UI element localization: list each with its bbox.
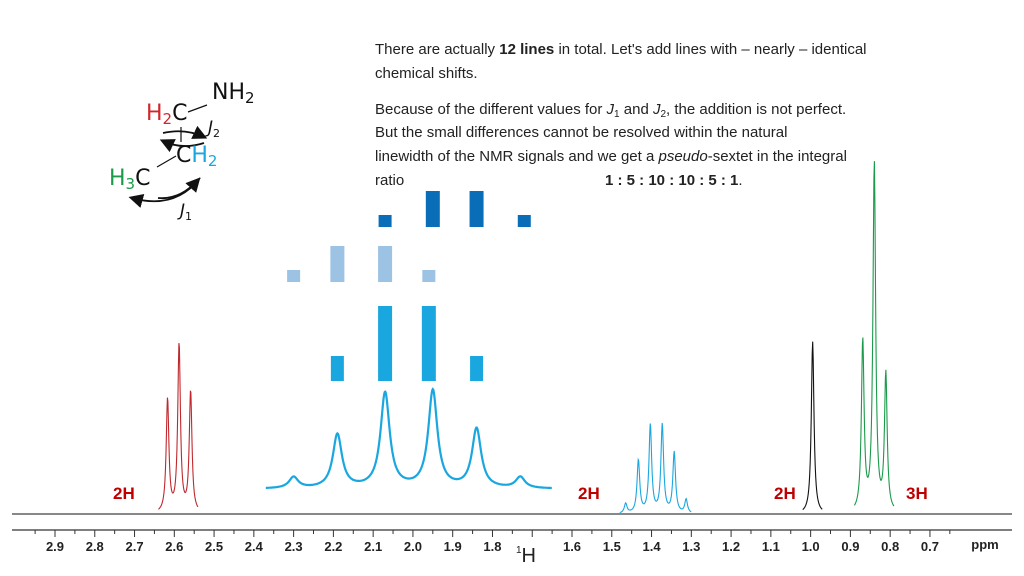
ch2-c: C <box>176 143 192 168</box>
h2c-c: C <box>172 101 188 126</box>
integral-label-ch2-mid: 2H <box>578 484 600 503</box>
explain-line1: Because of the different values for J1 a… <box>375 98 846 127</box>
x-tick-label: 0.7 <box>921 539 939 554</box>
nh2-label: NH <box>212 80 245 105</box>
integral-label-ch2n: 2H <box>113 484 135 503</box>
ratio-value: 1 : 5 : 10 : 10 : 5 : 1 <box>605 172 739 189</box>
nh2-singlet-trace <box>802 341 823 511</box>
bond-nh2 <box>187 104 208 113</box>
x-tick-label: 1.2 <box>722 539 740 554</box>
stick-middle-4 <box>422 270 436 282</box>
x-tick-label: 1.9 <box>444 539 462 554</box>
x-tick-label: 1.1 <box>762 539 780 554</box>
nh2-group: NH2 <box>212 80 255 107</box>
h3c-c: C <box>135 166 151 191</box>
explain-line2: But the small differences cannot be reso… <box>375 124 788 141</box>
expanded-sextet-trace <box>265 387 552 490</box>
x-tick-label: 2.3 <box>285 539 303 554</box>
explain-j1-sub: 1 <box>614 109 620 120</box>
j2-arrow-left <box>159 139 205 153</box>
nh2-sub: 2 <box>245 89 255 107</box>
ch2-group: CH2 <box>176 143 217 170</box>
integral-label-nh2: 2H <box>774 484 796 503</box>
stick-top-4 <box>517 215 531 227</box>
explain-j2-sub: 2 <box>660 109 667 120</box>
j1-symbol: J <box>180 201 186 221</box>
ch2-sextet-trace <box>619 422 692 514</box>
stick-top-2 <box>425 191 440 227</box>
j2-arrow-right <box>162 125 208 139</box>
stick-bottom-3 <box>421 306 436 381</box>
stick-middle-1 <box>287 270 301 282</box>
x-tick-label: 1.6 <box>563 539 581 554</box>
explain-line4: ratio <box>375 172 405 189</box>
ch2-h: H <box>191 143 208 168</box>
explain-text-b: , the addition is not perfect. <box>666 101 847 118</box>
intro-text-line2: chemical shifts. <box>375 65 478 82</box>
j2-sub: 2 <box>213 127 221 140</box>
explain-pseudo: pseudo <box>658 148 708 165</box>
explain-text-a: Because of the different values for <box>375 101 607 118</box>
explain-line3: linewidth of the NMR signals and we get … <box>375 145 847 169</box>
ch3-triplet-trace <box>853 161 895 507</box>
x-tick-label: 1.4 <box>643 539 662 554</box>
ch2n-triplet-trace <box>158 343 199 510</box>
explain-line3-b: -sextet in the integral <box>707 148 847 165</box>
x-tick-label: 1.8 <box>483 539 501 554</box>
x-tick-label: 2.4 <box>245 539 264 554</box>
stick-top-3 <box>469 191 484 227</box>
x-tick-label: 2.5 <box>205 539 223 554</box>
stick-bottom-1 <box>330 356 344 381</box>
stick-top-1 <box>378 215 392 227</box>
j1-label: J1 <box>180 201 192 223</box>
x-tick-label: 0.8 <box>881 539 899 554</box>
integral-label-ch3: 3H <box>906 484 928 503</box>
ratio-text: 1 : 5 : 10 : 10 : 5 : 1. <box>605 169 743 193</box>
x-tick-label: 2.8 <box>86 539 104 554</box>
h3c-sub: 3 <box>125 175 136 193</box>
ch2-sub: 2 <box>207 152 218 170</box>
x-tick-label: 1.3 <box>682 539 700 554</box>
j1-sub: 1 <box>185 210 193 223</box>
x-axis-label: 1H <box>516 545 536 567</box>
x-tick-label: 2.1 <box>364 539 382 554</box>
explain-and: and <box>619 101 653 118</box>
intro-text-post: in total. Let's add lines with – nearly … <box>554 41 867 58</box>
x-axis-label-sup: 1 <box>516 545 522 556</box>
x-tick-label: 1.5 <box>603 539 621 554</box>
bond-c-ch3 <box>156 155 177 168</box>
j1-arrow-up <box>157 177 201 200</box>
x-tick-label: 1.0 <box>802 539 820 554</box>
explain-j2: J <box>652 101 661 118</box>
h3c-group: H3C <box>109 166 150 193</box>
stick-bottom-4 <box>470 356 484 381</box>
explain-j1: J <box>606 101 615 118</box>
x-axis-label-main: H <box>522 545 536 567</box>
stick-middle-3 <box>378 246 393 282</box>
x-tick-label: 2.2 <box>324 539 342 554</box>
j2-label: J2 <box>208 118 220 140</box>
h3c-h: H <box>109 166 126 191</box>
x-tick-label: 0.9 <box>841 539 859 554</box>
h2c-sub: 2 <box>162 110 173 128</box>
ratio-period: . <box>738 172 743 189</box>
intro-text-line1: There are actually 12 lines in total. Le… <box>375 38 867 62</box>
x-tick-label: 2.7 <box>126 539 144 554</box>
axis-unit-label: ppm <box>971 537 998 552</box>
h2c-h: H <box>146 101 163 126</box>
explain-line3-a: linewidth of the NMR signals and we get … <box>375 148 659 165</box>
stick-middle-2 <box>330 246 345 282</box>
intro-text-bold: 12 lines <box>499 41 555 58</box>
x-tick-label: 2.9 <box>46 539 64 554</box>
x-tick-label: 2.0 <box>404 539 422 554</box>
stick-bottom-2 <box>378 306 393 381</box>
j2-symbol: J <box>208 118 214 138</box>
x-tick-label: 2.6 <box>165 539 183 554</box>
intro-text-pre: There are actually <box>375 41 500 58</box>
h2c-group: H2C <box>146 101 187 128</box>
